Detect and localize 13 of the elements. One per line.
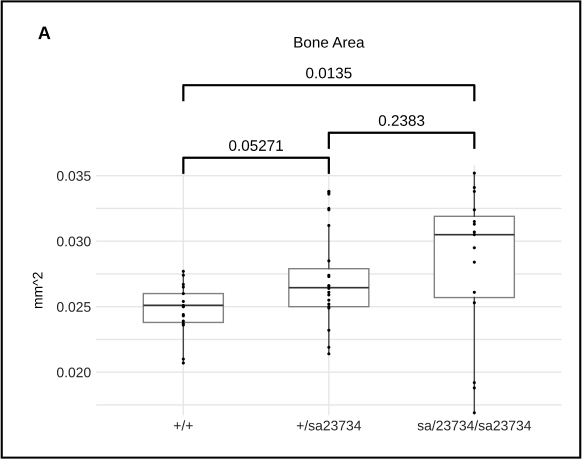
text: 0.0135 (306, 68, 352, 78)
y-tick-label: 0.035 (56, 171, 91, 181)
chart-title: Bone Area (294, 37, 365, 48)
y-tick-label: 0.030 (56, 236, 91, 246)
y-tick-label: 0.025 (56, 302, 91, 312)
x-tick-label: sa/23734/sa23734 (418, 420, 532, 430)
y-tick-label: 0.020 (56, 368, 91, 378)
x-tick-label: +/sa23734 (296, 420, 362, 430)
text: 0.05271 (229, 140, 283, 151)
text: 0.2383 (378, 115, 424, 126)
y-axis-title: mm^2 (32, 272, 42, 308)
text: A (38, 26, 50, 40)
x-tick-label: +/+ (174, 420, 193, 430)
